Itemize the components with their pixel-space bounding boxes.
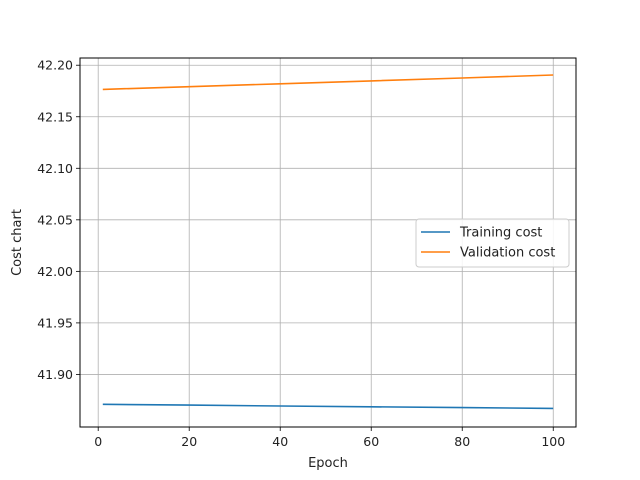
plot-frame [79,57,577,428]
legend-box [415,218,570,268]
x-tick-label: 80 [454,434,470,449]
validation-cost-line [102,74,554,91]
x-tick-label: 60 [363,434,379,449]
y-tick-label: 41.95 [37,315,73,330]
legend-label-validation: Validation cost [460,246,555,261]
y-tick-label: 42.05 [37,212,73,227]
y-tick-label: 42.20 [37,58,73,73]
x-tick-label: 20 [181,434,197,449]
x-tick-label: 40 [272,434,288,449]
y-axis-label: Cost chart [10,209,25,276]
legend-label-training: Training cost [459,226,542,241]
training-cost-line [102,403,554,410]
x-tick-label: 0 [94,434,102,449]
ticks: 0 20 40 60 80 100 41.90 41.95 42.00 42.05 42.10 42.… [37,58,565,449]
x-axis-label: Epoch [308,456,348,471]
y-tick-label: 42.10 [37,161,73,176]
x-tick-label: 100 [541,434,565,449]
legend: Training cost Validation cost [415,218,570,268]
y-tick-label: 42.15 [37,109,73,124]
y-tick-label: 41.90 [37,367,73,382]
series-layer [102,74,554,410]
y-tick-label: 42.00 [37,264,73,279]
